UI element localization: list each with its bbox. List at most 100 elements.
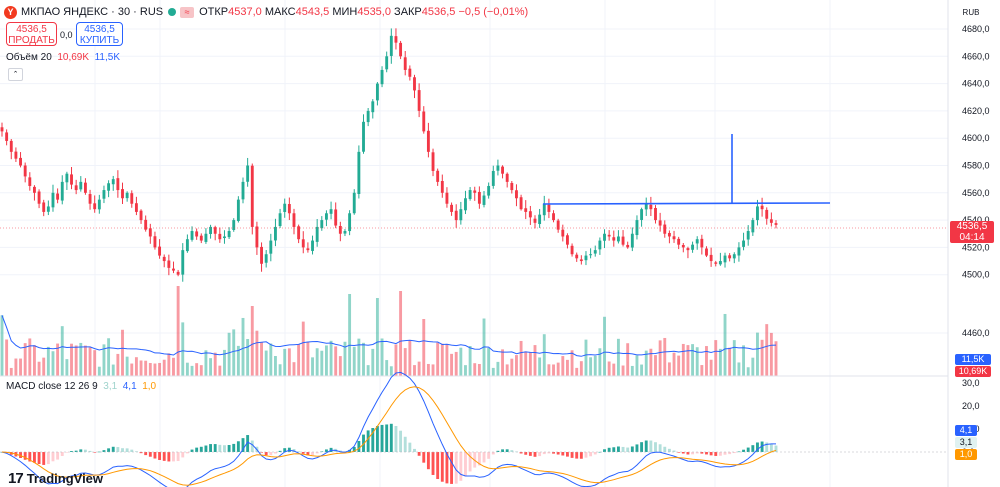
macd-hist-bar xyxy=(153,452,157,459)
candle xyxy=(315,219,319,247)
candle-body xyxy=(436,170,440,182)
macd-hist-bar xyxy=(501,449,504,452)
candle xyxy=(301,231,305,254)
macd-hist-bar xyxy=(181,452,185,458)
macd-hist-bar xyxy=(496,450,500,452)
buy-button[interactable]: 4536,5 КУПИТЬ xyxy=(76,22,123,46)
macd-hist-bar xyxy=(728,452,732,455)
candle-body xyxy=(134,203,138,212)
candle-body xyxy=(283,203,287,212)
volume-bar xyxy=(399,291,403,376)
volume-bar xyxy=(742,345,745,376)
candle-body xyxy=(709,254,713,262)
macd-hist-bar xyxy=(630,446,634,452)
macd-hist-bar xyxy=(491,452,495,455)
volume-bar xyxy=(19,358,22,376)
macd-hist-bar xyxy=(74,450,78,452)
volume-bar xyxy=(380,338,384,376)
volume-bar xyxy=(343,341,347,376)
candle-body xyxy=(9,140,13,152)
candle xyxy=(737,242,741,262)
candle-body xyxy=(672,236,676,240)
current-price-tag: 4536,5 04:14 xyxy=(950,221,994,243)
candle-body xyxy=(93,203,97,210)
candle xyxy=(686,246,690,259)
candle xyxy=(394,28,398,50)
currency-button[interactable]: RUB xyxy=(962,8,980,17)
volume-bar xyxy=(51,351,55,376)
macd-hist-bar xyxy=(167,452,171,462)
macd-hist-bar xyxy=(746,447,750,452)
wave-icon[interactable]: ≈ xyxy=(180,6,195,18)
candle xyxy=(9,139,13,160)
candle-body xyxy=(751,220,755,233)
candle-body xyxy=(621,236,625,245)
candle xyxy=(0,122,4,137)
macd-hist-bar xyxy=(751,445,755,452)
macd-hist-bar xyxy=(250,440,254,452)
candle xyxy=(612,230,616,247)
collapse-legend-icon[interactable]: ⌃ xyxy=(8,68,23,81)
volume-bar xyxy=(413,365,416,376)
candle xyxy=(139,209,143,224)
candle xyxy=(102,185,106,204)
candle xyxy=(162,254,166,268)
volume-legend[interactable]: Объём 20 10,69K 11,5K xyxy=(6,52,120,63)
volume-bar xyxy=(264,350,268,376)
tradingview-logo[interactable]: 17 TradingView xyxy=(8,470,103,487)
volume-bar xyxy=(389,366,393,376)
macd-hist-bar xyxy=(139,452,143,454)
macd-hist-bar xyxy=(505,449,509,452)
candle-body xyxy=(593,250,597,254)
candle-body xyxy=(607,234,611,237)
volume-bar xyxy=(5,339,9,376)
volume-bar xyxy=(158,362,162,376)
macd-hist-bar xyxy=(93,452,97,453)
candle-body xyxy=(756,206,759,221)
volume-bar xyxy=(190,365,194,376)
macd-histogram xyxy=(0,423,778,484)
macd-hist-bar xyxy=(236,441,240,452)
market-status-dot-icon[interactable] xyxy=(168,8,177,16)
macd-hist-bar xyxy=(667,448,671,452)
candle-body xyxy=(547,204,551,212)
sell-button[interactable]: 4536,5 ПРОДАТЬ xyxy=(6,22,57,46)
candle-body xyxy=(51,192,55,208)
macd-hist-bar xyxy=(426,452,430,470)
macd-hist-bar xyxy=(162,452,166,461)
volume-bar xyxy=(468,346,472,376)
macd-hist-bar xyxy=(144,452,148,456)
candle xyxy=(371,99,375,119)
volume-bar xyxy=(70,343,73,376)
candle xyxy=(501,165,504,179)
candle xyxy=(14,147,18,162)
candle xyxy=(255,221,259,255)
candle-body xyxy=(681,244,685,248)
volume-bar xyxy=(496,361,500,376)
volume-legend-value2: 11,5K xyxy=(94,52,120,63)
resistance-line[interactable] xyxy=(542,202,831,205)
price-scale-label: 4580,0 xyxy=(962,161,990,171)
symbol-title[interactable]: МКПАО ЯНДЕКС · 30 · RUS xyxy=(21,6,164,18)
candle-body xyxy=(649,204,653,210)
volume-bar xyxy=(700,365,704,376)
candle xyxy=(144,215,148,232)
candle-body xyxy=(320,220,324,229)
macd-hist-bar xyxy=(70,451,73,452)
candle-body xyxy=(315,226,319,242)
volume-bar xyxy=(445,343,449,376)
candle xyxy=(399,40,403,60)
macd-hist-bar xyxy=(19,452,22,459)
macd-hist-bar xyxy=(658,444,662,452)
candle-countdown: 04:14 xyxy=(959,232,985,243)
macd-legend[interactable]: MACD close 12 26 9 3,1 4,1 1,0 xyxy=(6,381,156,392)
macd-hist-bar xyxy=(533,452,537,457)
macd-hist-bar xyxy=(686,452,690,455)
macd-hist-bar xyxy=(737,451,741,453)
macd-hist-bar xyxy=(190,449,194,452)
volume-bar xyxy=(663,337,667,376)
volume-bar xyxy=(366,365,370,376)
price-scale[interactable]: 4680,0 4660,0 4640,0 4620,0 4600,0 4580,0 4560… xyxy=(962,24,990,338)
volume-bar xyxy=(677,355,681,376)
